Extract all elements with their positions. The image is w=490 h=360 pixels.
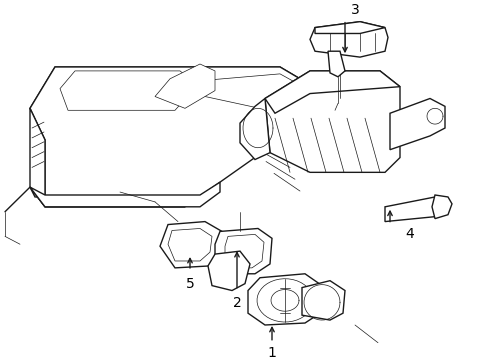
Polygon shape <box>315 22 385 33</box>
Polygon shape <box>302 281 345 320</box>
Polygon shape <box>60 71 192 110</box>
Polygon shape <box>168 229 212 261</box>
Polygon shape <box>200 74 296 112</box>
Polygon shape <box>390 99 445 150</box>
Polygon shape <box>215 229 272 274</box>
Polygon shape <box>310 22 388 57</box>
Text: 5: 5 <box>186 276 195 291</box>
Text: 1: 1 <box>268 346 276 360</box>
Text: 4: 4 <box>406 228 415 242</box>
Polygon shape <box>208 251 250 291</box>
Polygon shape <box>328 51 345 77</box>
Text: 2: 2 <box>233 296 242 310</box>
Polygon shape <box>30 67 300 207</box>
Polygon shape <box>30 108 45 207</box>
Polygon shape <box>385 197 445 222</box>
Polygon shape <box>155 64 215 108</box>
Polygon shape <box>195 67 300 140</box>
Polygon shape <box>265 71 400 172</box>
Polygon shape <box>160 222 222 268</box>
Text: 3: 3 <box>351 3 359 17</box>
Polygon shape <box>225 234 264 268</box>
Polygon shape <box>265 71 400 113</box>
Polygon shape <box>432 195 452 219</box>
Polygon shape <box>240 99 270 159</box>
Polygon shape <box>30 182 220 207</box>
Polygon shape <box>30 67 210 140</box>
Polygon shape <box>30 187 185 207</box>
Polygon shape <box>248 274 322 325</box>
